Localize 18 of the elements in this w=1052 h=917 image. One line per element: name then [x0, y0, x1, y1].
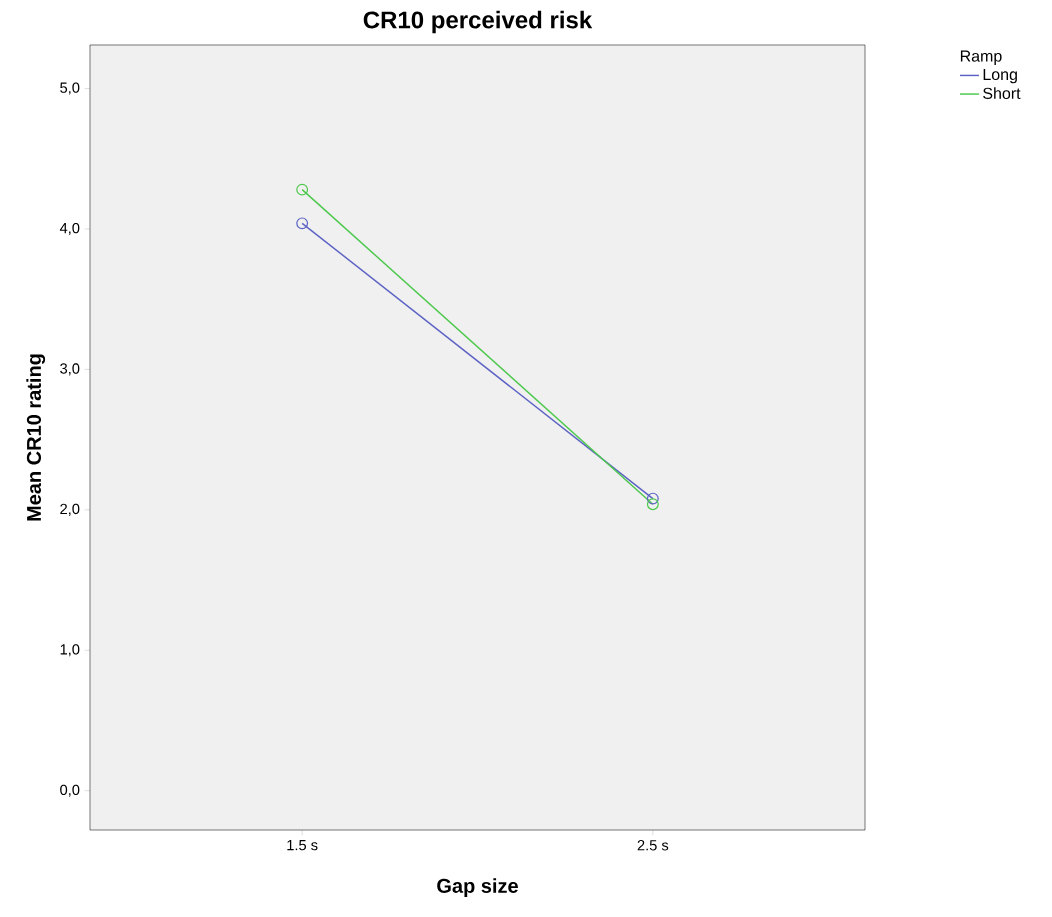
y-tick-label: 1,0 — [60, 644, 80, 657]
y-tick-label: 0,0 — [60, 784, 80, 797]
point — [296, 217, 309, 230]
y-tick-label: 5,0 — [60, 82, 80, 95]
legend-label: Long — [983, 68, 1017, 84]
y-tick-label: 2,0 — [60, 503, 80, 516]
y-tick-label: 3,0 — [60, 363, 80, 376]
y-tick-label: 4,0 — [59, 222, 80, 236]
point — [646, 498, 659, 511]
point — [296, 183, 309, 196]
legend-label: Short — [983, 87, 1021, 100]
x-axis-title: Gap size — [437, 878, 518, 897]
legend-title: Ramp — [960, 50, 1002, 65]
x-tick-label: 1.5 s — [287, 840, 318, 851]
chart-title: CR10 perceived risk — [363, 10, 593, 34]
x-tick-label: 2.5 s — [637, 840, 669, 851]
y-axis-title: Mean CR10 rating — [26, 354, 46, 521]
point — [646, 492, 659, 505]
